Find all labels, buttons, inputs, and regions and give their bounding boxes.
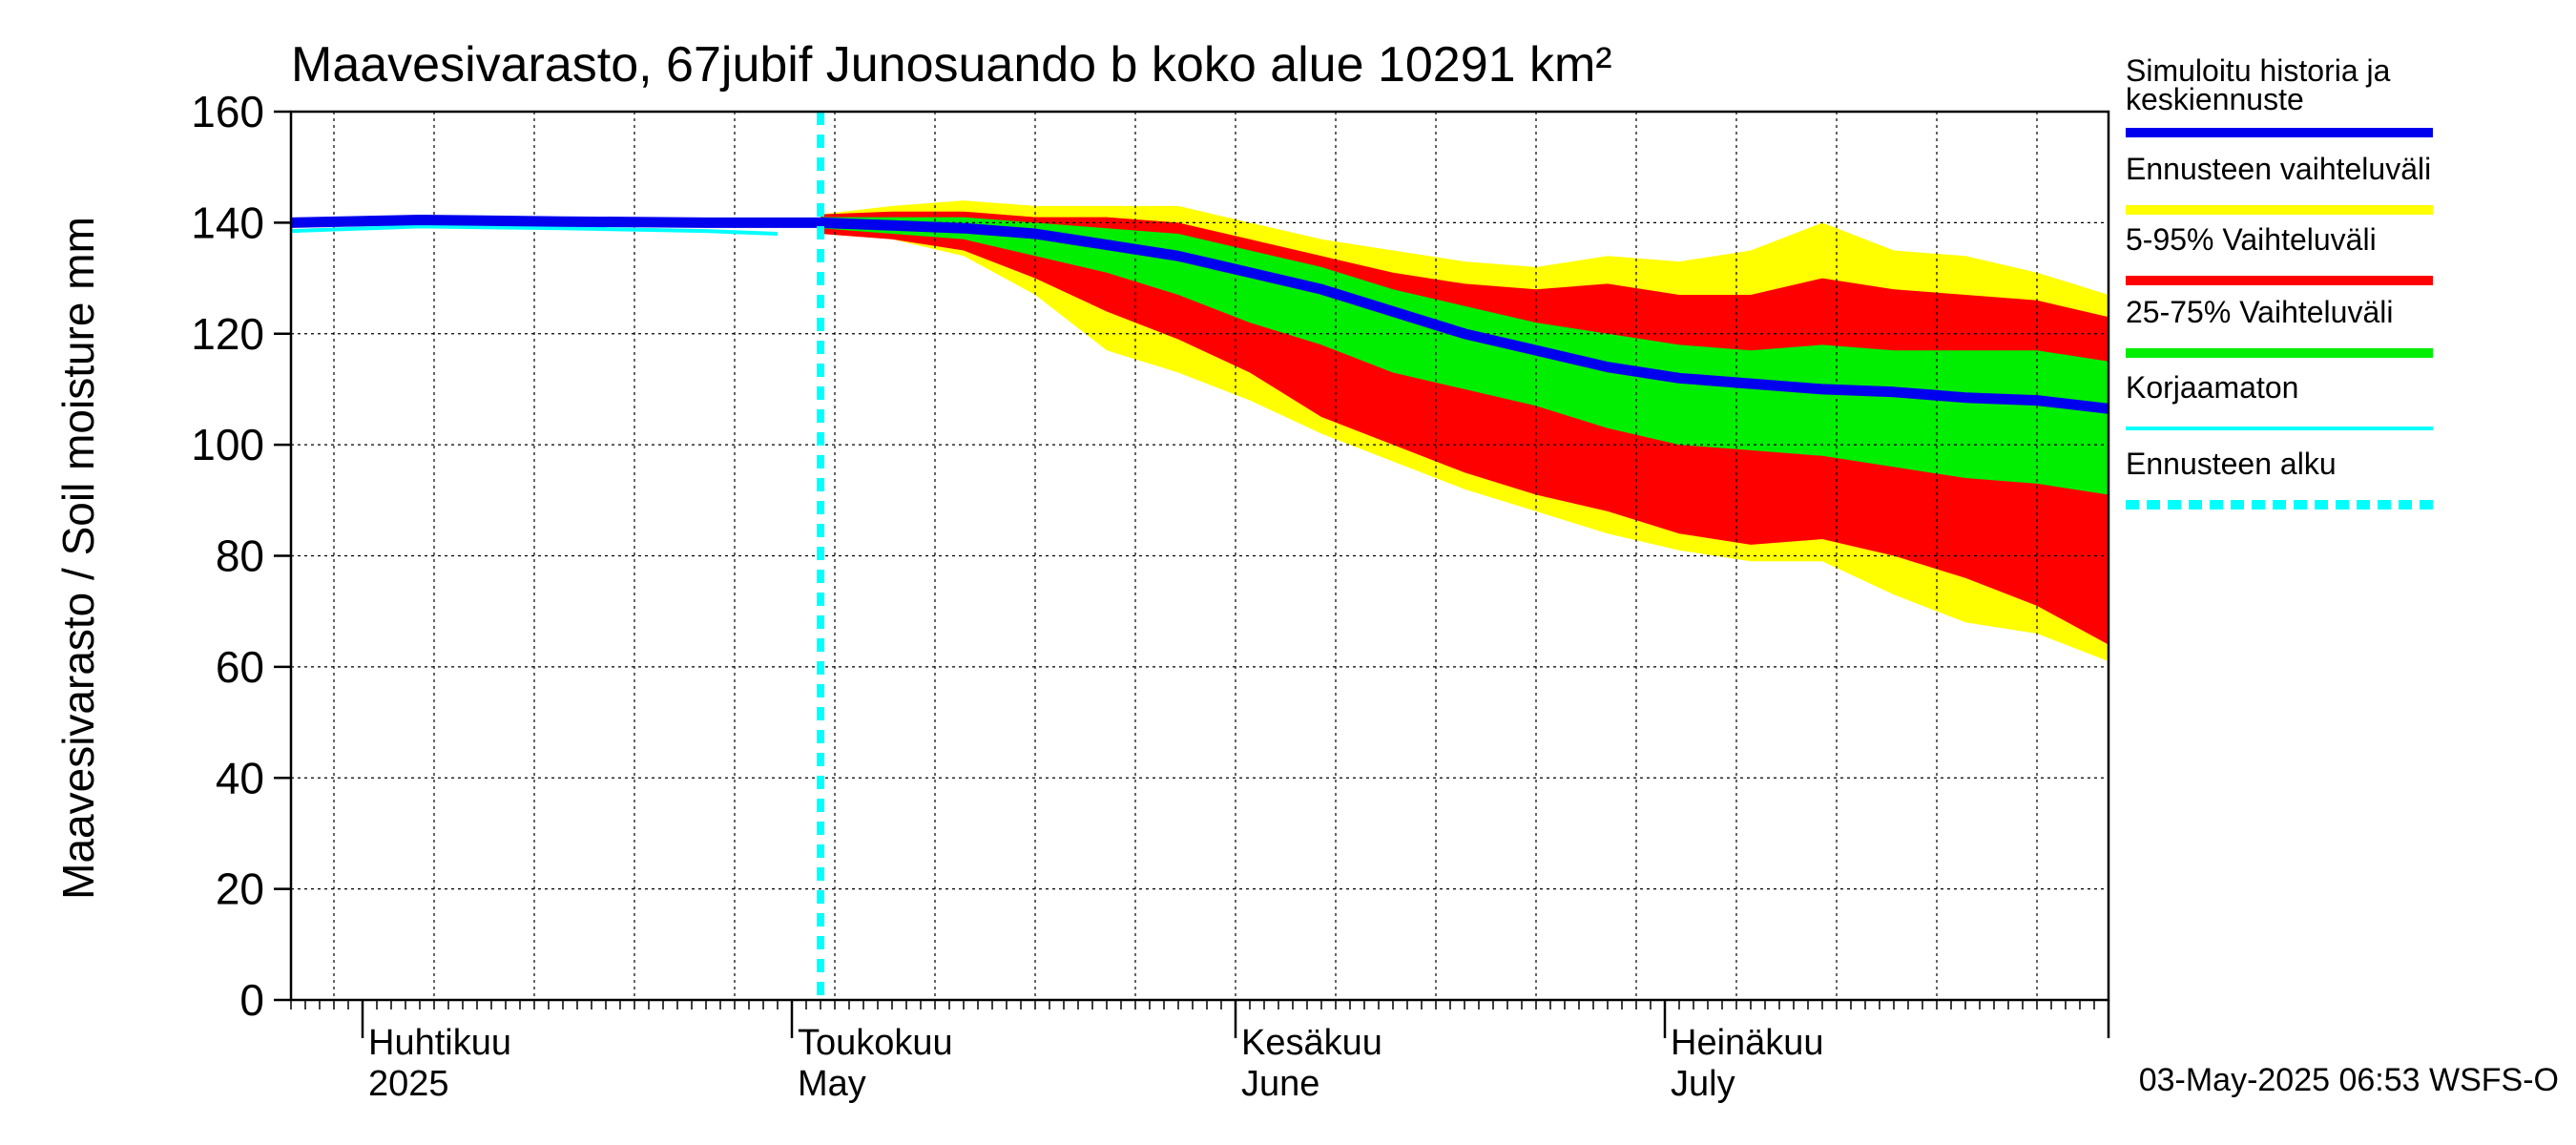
series-simulated-line (290, 215, 2109, 414)
x-month-sublabel: July (1671, 1064, 1735, 1104)
x-month-label: Toukokuu (798, 1023, 953, 1063)
chart-title: Maavesivarasto, 67jubif Junosuando b kok… (291, 37, 1612, 93)
y-tick-label: 140 (191, 198, 264, 247)
y-tick-label: 120 (191, 309, 264, 359)
series-lines (290, 112, 2109, 1000)
legend-label: Korjaamaton (2126, 370, 2298, 405)
legend-label: Ennusteen alku (2126, 447, 2337, 481)
y-tick-label: 160 (191, 87, 264, 136)
band-2 (821, 211, 2109, 645)
y-tick-label: 0 (239, 975, 264, 1025)
x-month-sublabel: June (1241, 1064, 1319, 1104)
y-tick-label: 100 (191, 420, 264, 469)
axes (274, 110, 2110, 1038)
legend-label: 25-75% Vaihteluväli (2126, 295, 2393, 329)
series-korjaamaton-line (290, 224, 779, 236)
x-month-label: Heinäkuu (1671, 1023, 1824, 1063)
x-month-sublabel: 2025 (368, 1064, 449, 1104)
x-month-label: Huhtikuu (368, 1023, 511, 1063)
y-tick-label: 80 (216, 531, 264, 581)
legend-label: Simuloitu historia ja (2126, 53, 2391, 88)
y-tick-labels: 0 20 40 60 80 100 120 140 160 (191, 87, 264, 1025)
timestamp-footer: 03-May-2025 06:53 WSFS-O (2139, 1062, 2559, 1098)
legend-label: keskiennuste (2126, 82, 2304, 116)
x-month-label: Kesäkuu (1241, 1023, 1382, 1063)
legend-label: Ennusteen vaihteluväli (2126, 152, 2431, 186)
y-tick-label: 40 (216, 753, 264, 802)
x-month-sublabel: May (798, 1064, 866, 1104)
y-tick-label: 20 (216, 864, 264, 914)
y-tick-label: 60 (216, 642, 264, 692)
band-3 (821, 217, 2109, 495)
y-axis-label: Maavesivarasto / Soil moisture mm (53, 217, 103, 900)
forecast-bands (821, 200, 2109, 662)
legend-label: 5-95% Vaihteluväli (2126, 222, 2377, 257)
